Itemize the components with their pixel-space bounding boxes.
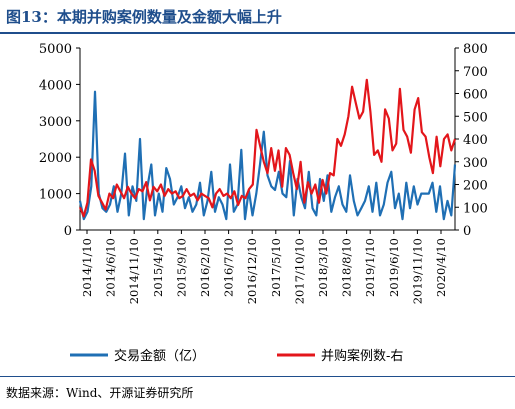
x-tick-label: 2014/11/10 [127,238,141,304]
y2-tick-label: 500 [463,110,488,125]
series-line-amount [78,90,457,221]
x-tick-label: 2016/7/10 [222,238,236,297]
x-tick-label: 2019/1/10 [363,238,377,297]
source-note: 数据来源：Wind、开源证券研究所 [6,386,194,400]
y-tick-label: 4000 [39,78,72,93]
y2-tick-label: 300 [463,156,488,171]
y2-tick-label: 600 [463,88,488,103]
footer-divider [0,376,515,377]
x-tick-label: 2017/5/10 [269,238,283,297]
x-tick-label: 2016/2/10 [198,238,212,297]
y2-tick-label: 700 [463,65,488,80]
x-tick-label: 2019/6/10 [387,238,401,297]
x-tick-label: 2015/9/10 [174,238,188,297]
y2-tick-label: 100 [463,201,488,216]
y-tick-label: 1000 [39,188,72,203]
y-tick-label: 5000 [39,42,72,57]
legend-label-amount: 交易金额（亿） [114,348,205,364]
x-tick-label: 2020/4/10 [434,238,448,297]
x-tick-label: 2018/3/10 [316,238,330,297]
figure-title: 图13：本期并购案例数量及金额大幅上升 [6,8,282,26]
y-tick-label: 2000 [39,151,72,166]
x-tick-label: 2018/8/10 [340,238,354,297]
title-divider [0,32,515,34]
x-tick-label: 2017/10/10 [292,238,306,304]
x-tick-label: 2019/11/10 [410,238,424,304]
x-tick-label: 2015/4/10 [151,238,165,297]
y-tick-label: 3000 [39,115,72,130]
y2-tick-label: 400 [463,133,488,148]
y2-tick-label: 200 [463,179,488,194]
legend-label-count: 并购案例数-右 [321,348,403,364]
x-tick-label: 2014/1/10 [80,238,94,297]
x-tick-label: 2014/6/10 [104,238,118,297]
y2-tick-label: 800 [463,42,488,57]
x-tick-label: 2016/12/10 [245,238,259,304]
series-line-count [78,78,457,218]
y-tick-label: 0 [64,224,72,239]
y2-tick-label: 0 [463,224,471,239]
